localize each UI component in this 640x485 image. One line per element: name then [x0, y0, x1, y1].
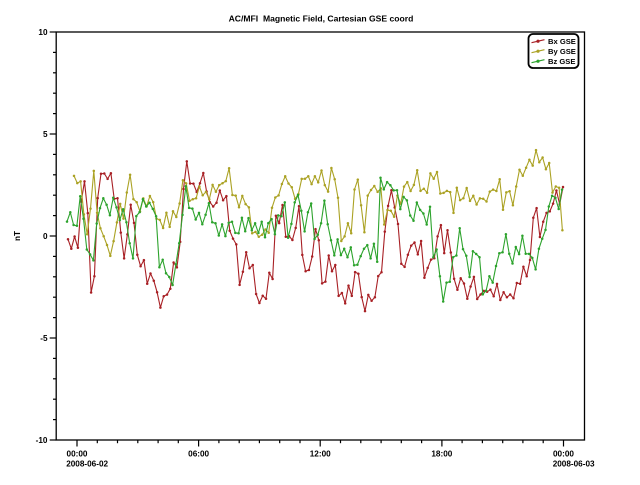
svg-text:-5: -5 [40, 334, 48, 343]
svg-text:2008-06-02: 2008-06-02 [66, 460, 108, 469]
svg-text:AC/MFI Magnetic Field, Cartes: AC/MFI Magnetic Field, Cartesian GSE coo… [229, 14, 414, 24]
svg-text:18:00: 18:00 [431, 450, 452, 459]
svg-text:Bx GSE: Bx GSE [548, 37, 576, 46]
svg-text:2008-06-03: 2008-06-03 [553, 460, 595, 469]
svg-text:12:00: 12:00 [310, 450, 331, 459]
svg-text:nT: nT [13, 231, 22, 241]
svg-text:00:00: 00:00 [553, 450, 574, 459]
svg-text:-10: -10 [36, 436, 48, 445]
svg-text:06:00: 06:00 [188, 450, 209, 459]
svg-text:0: 0 [43, 232, 48, 241]
svg-text:00:00: 00:00 [67, 450, 88, 459]
svg-text:10: 10 [38, 28, 48, 37]
svg-text:5: 5 [43, 130, 48, 139]
svg-text:By GSE: By GSE [548, 47, 576, 56]
svg-text:Bz GSE: Bz GSE [548, 57, 575, 66]
